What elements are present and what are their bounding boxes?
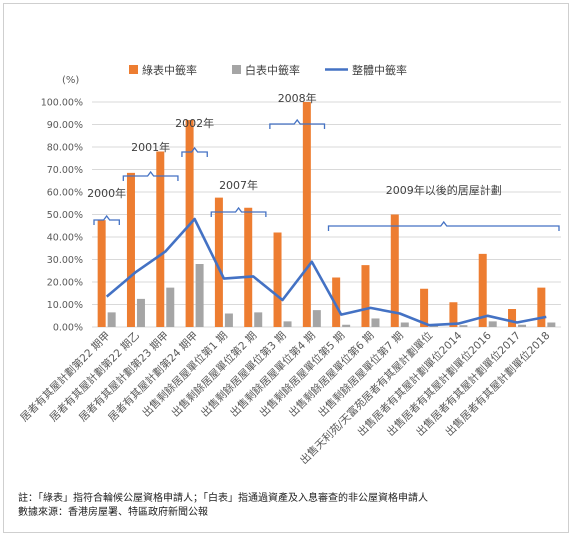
bar xyxy=(332,277,341,327)
bar xyxy=(283,321,292,327)
y-tick-label: 100.00% xyxy=(41,98,83,109)
legend-swatch xyxy=(232,65,241,74)
bar xyxy=(478,253,487,327)
legend-label: 綠表中籤率 xyxy=(142,63,197,77)
bar xyxy=(195,264,204,327)
y-tick-label: 0.00% xyxy=(53,323,83,334)
annotation-label: 2008年 xyxy=(278,91,317,105)
bar xyxy=(430,325,439,327)
y-tick-label: 40.00% xyxy=(47,233,83,244)
bar xyxy=(302,102,311,327)
bar xyxy=(361,265,370,327)
bar xyxy=(488,321,497,327)
annotation-bracket xyxy=(210,206,267,217)
annotation-label: 2000年 xyxy=(87,186,126,200)
annotation-label: 2007年 xyxy=(219,178,258,192)
bar xyxy=(508,309,517,327)
note-definition: 註：「綠表」指符合輪候公屋資格申請人；「白表」指通過資產及入息審查的非公屋資格申… xyxy=(18,493,428,504)
annotation-label: 2009年以後的居屋計劃 xyxy=(386,183,502,197)
bar xyxy=(126,172,135,327)
bar xyxy=(400,322,409,327)
y-tick-label: 70.00% xyxy=(47,165,83,176)
bar xyxy=(371,318,380,327)
bar xyxy=(342,324,351,327)
y-tick-label: 20.00% xyxy=(47,278,83,289)
bar xyxy=(254,312,263,327)
annotation-bracket xyxy=(181,146,208,157)
bar xyxy=(224,313,233,327)
annotation-bracket xyxy=(269,118,326,129)
legend-swatch xyxy=(129,65,138,74)
legend-label: 白表中籤率 xyxy=(245,63,300,77)
bar xyxy=(312,310,321,327)
bar xyxy=(273,232,282,327)
bar xyxy=(166,287,175,327)
annotation-label: 2001年 xyxy=(131,140,170,154)
chart-notes: 註：「綠表」指符合輪候公屋資格申請人；「白表」指通過資產及入息審查的非公屋資格申… xyxy=(18,492,428,520)
bar xyxy=(156,151,165,327)
legend-label: 整體中籤率 xyxy=(352,63,407,77)
y-tick-label: 30.00% xyxy=(47,255,83,266)
annotation-label: 2002年 xyxy=(175,116,214,130)
bar xyxy=(136,298,145,327)
bar xyxy=(214,197,223,327)
bar xyxy=(107,312,116,327)
y-tick-label: 80.00% xyxy=(47,143,83,154)
y-tick-label: 10.00% xyxy=(47,300,83,311)
annotation-bracket xyxy=(122,170,179,181)
bar xyxy=(547,322,556,327)
bar xyxy=(449,302,458,327)
y-tick-label: 50.00% xyxy=(47,210,83,221)
chart: (%) 0.00% 10.00% 20.00% 30.00% 40.00% 50.00% 60… xyxy=(18,63,561,467)
bar xyxy=(537,287,546,327)
bar xyxy=(518,324,527,327)
annotation-bracket xyxy=(93,214,120,225)
bar xyxy=(244,207,253,327)
y-unit-label: (%) xyxy=(62,75,79,86)
series-line xyxy=(105,217,547,327)
bar xyxy=(390,214,399,327)
bar xyxy=(459,325,468,327)
annotation-bracket xyxy=(327,220,560,231)
y-tick-label: 90.00% xyxy=(47,120,83,131)
bar xyxy=(420,288,429,327)
note-source: 數據來源：香港房屋署、特區政府新聞公報 xyxy=(18,507,208,518)
y-tick-label: 60.00% xyxy=(47,188,83,199)
bar xyxy=(97,220,106,327)
chart-frame: (%) 0.00% 10.00% 20.00% 30.00% 40.00% 50.00% 60… xyxy=(3,3,569,533)
